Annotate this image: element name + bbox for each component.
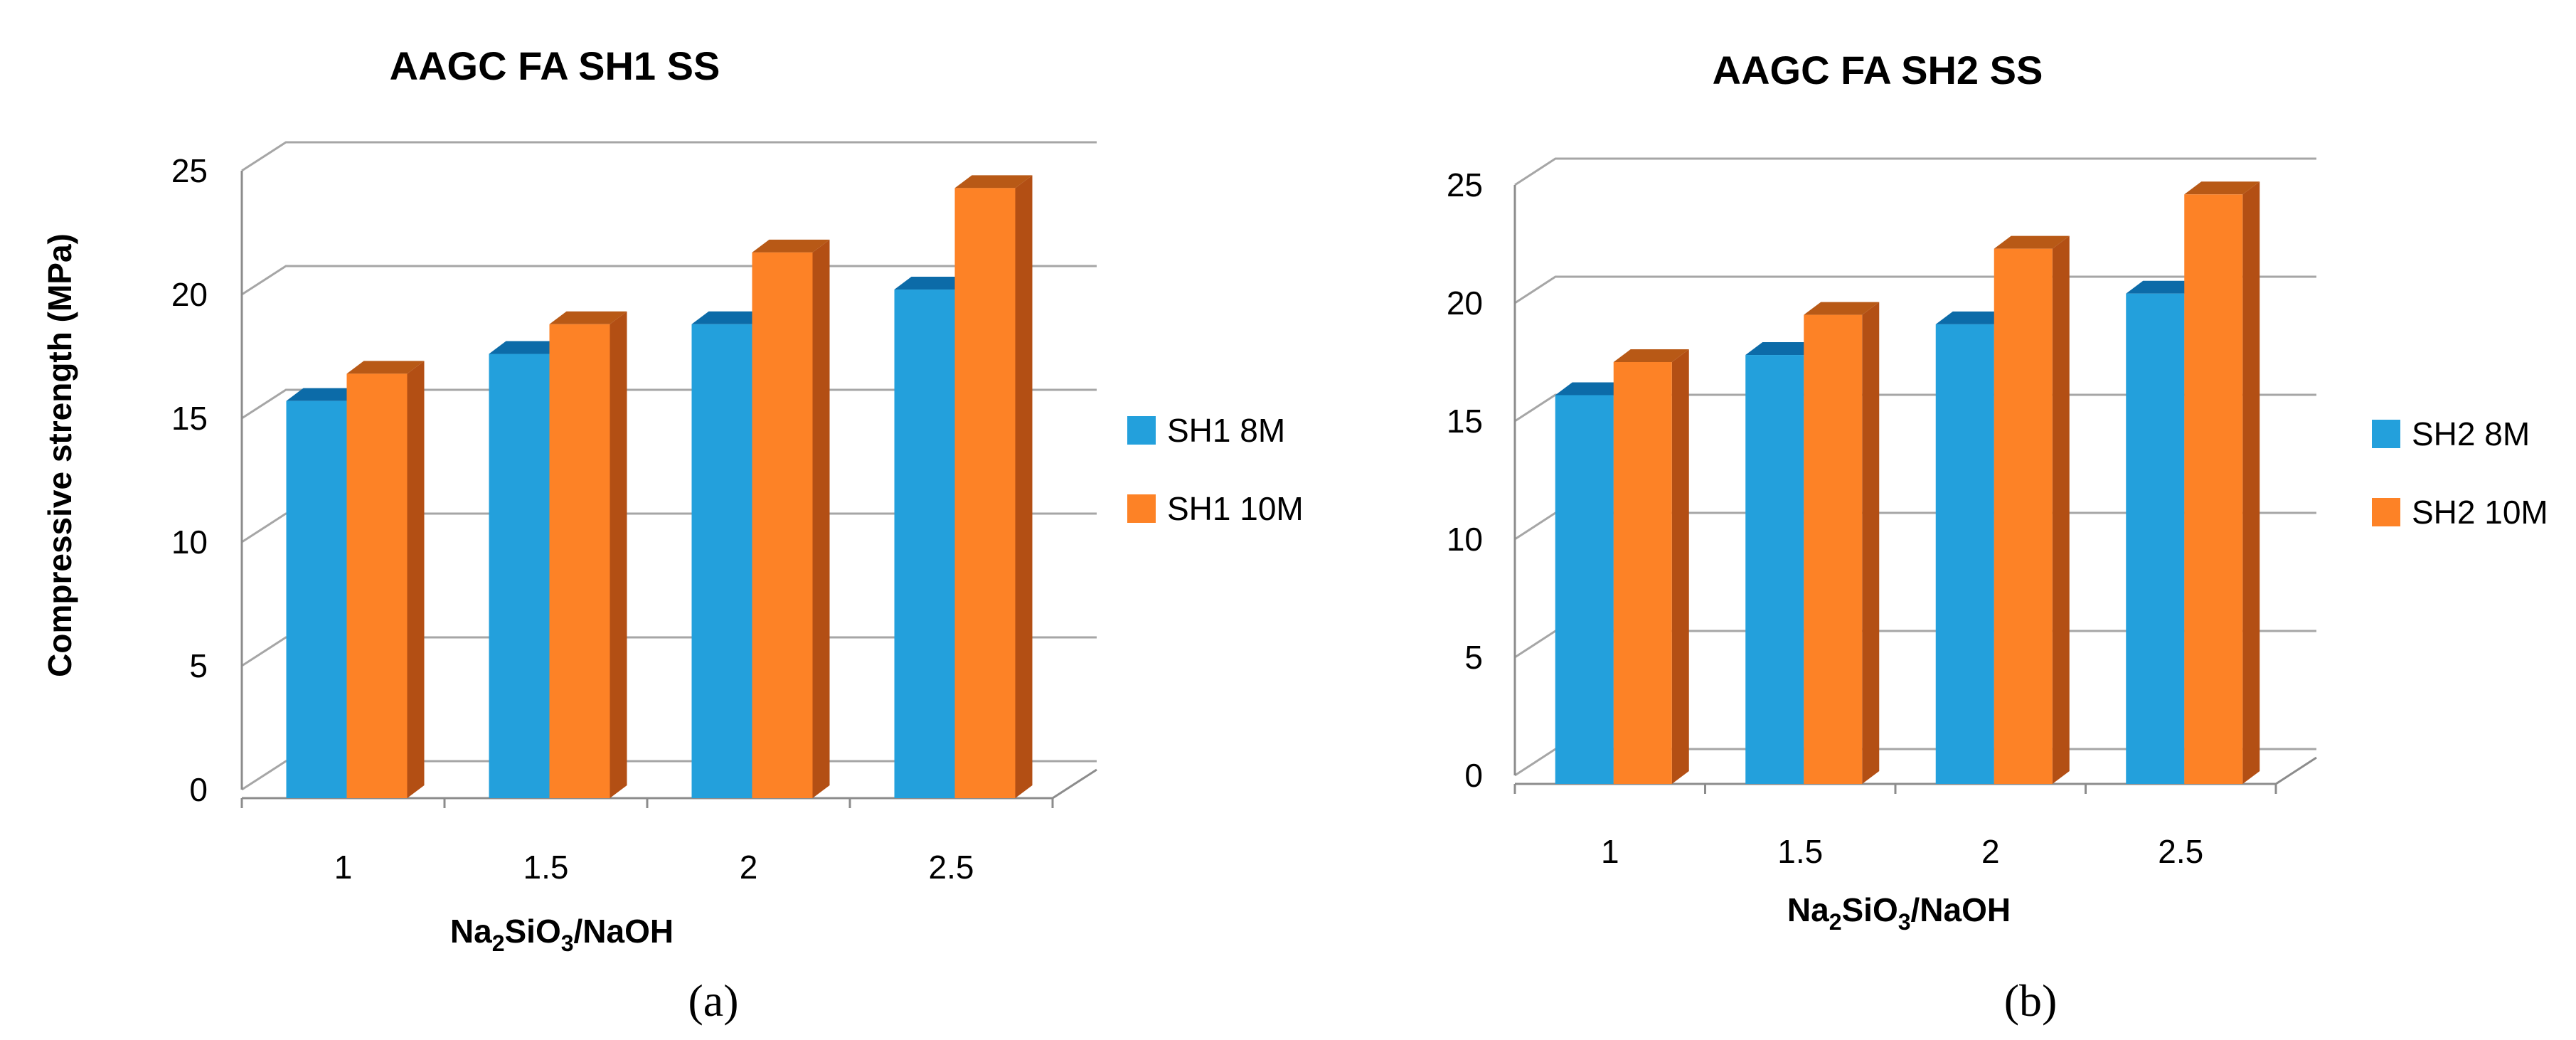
x-axis-label-subscript: 3 <box>561 930 574 956</box>
x-tick-label: 2.5 <box>2158 833 2203 870</box>
x-tick-label: 2.5 <box>929 849 974 886</box>
legend-swatch <box>1127 494 1156 523</box>
x-axis-label-subscript: 2 <box>492 930 505 956</box>
bar-sh2-8m-2-top <box>1935 311 2011 324</box>
x-tick-label: 2 <box>1981 833 2000 870</box>
x-axis-label-part: /NaOH <box>574 913 674 950</box>
bar-sh1-10m-1-side <box>407 361 425 798</box>
y-tick-label: 10 <box>1447 521 1483 558</box>
gridline <box>1514 157 2316 186</box>
bar-sh2-8m-1-top <box>1555 382 1631 396</box>
y-tick-label: 5 <box>1464 639 1483 676</box>
gridline <box>241 141 1097 172</box>
bar-sh1-8m-2 <box>691 324 752 798</box>
bar-sh1-10m-1_5-top <box>549 311 627 324</box>
bar-sh2-8m-2 <box>1935 324 1994 784</box>
x-axis-label-part: /NaOH <box>1911 891 2011 928</box>
bar-sh1-8m-2_5 <box>894 290 955 798</box>
bar-sh2-8m-2_5-top <box>2126 280 2202 294</box>
bar-sh2-8m-1_5-top <box>1745 342 1821 356</box>
x-axis-label-part: SiO <box>1841 891 1898 928</box>
x-axis-label: Na2SiO3/NaOH <box>450 913 674 956</box>
x-tick-label: 1.5 <box>1777 833 1823 870</box>
chart-title: AAGC FA SH1 SS <box>390 43 720 88</box>
x-axis-label: Na2SiO3/NaOH <box>1787 891 2011 935</box>
bar-sh1-8m-1_5-top <box>489 341 567 354</box>
y-tick-label: 15 <box>1447 403 1483 440</box>
bar-sh2-8m-1_5 <box>1745 355 1804 784</box>
bar-sh2-10m-2-side <box>2052 235 2070 784</box>
bar-sh1-8m-2_5-top <box>894 277 972 290</box>
panel-label: (a) <box>688 975 738 1026</box>
bar-sh1-8m-1_5 <box>489 354 550 798</box>
x-axis-label-subscript: 3 <box>1898 909 1911 935</box>
y-axis-label: Compressive strength (MPa) <box>41 233 78 677</box>
bar-sh2-8m-2_5 <box>2126 293 2185 785</box>
x-tick-label: 1 <box>1601 833 1619 870</box>
y-tick-label: 25 <box>171 152 208 189</box>
bar-sh2-10m-1_5-top <box>1804 302 1880 315</box>
bar-sh1-8m-2-top <box>691 311 770 324</box>
bar-sh1-8m-1 <box>286 400 347 798</box>
x-axis-label-part: SiO <box>504 913 560 950</box>
bar-sh1-10m-1-top <box>346 361 425 374</box>
x-axis-label-part: Na <box>450 913 492 950</box>
chart-title: AAGC FA SH2 SS <box>1713 48 2043 92</box>
bar-sh2-10m-2_5 <box>2184 194 2243 784</box>
bar-sh2-10m-2_5-side <box>2242 181 2260 784</box>
bar-sh2-10m-1-side <box>1671 349 1689 784</box>
bar-sh1-10m-2-side <box>812 239 830 799</box>
bar-sh2-10m-1_5 <box>1804 314 1863 785</box>
legend-label: SH2 8M <box>2412 415 2530 452</box>
bar-sh1-10m-1 <box>346 373 408 798</box>
bar-sh2-10m-1-top <box>1613 349 1689 362</box>
legend-label: SH2 10M <box>2412 494 2548 531</box>
y-tick-label: 15 <box>171 400 208 437</box>
x-tick-label: 1.5 <box>523 849 569 886</box>
y-tick-label: 20 <box>1447 285 1483 322</box>
y-tick-label: 25 <box>1447 166 1483 203</box>
panel-label: (b) <box>2004 975 2058 1026</box>
legend-label: SH1 8M <box>1167 412 1285 449</box>
bar-sh1-8m-1-top <box>286 388 364 401</box>
legend-swatch <box>2372 420 2400 448</box>
bar-sh2-10m-1 <box>1613 362 1672 784</box>
legend-label: SH1 10M <box>1167 490 1304 527</box>
y-tick-label: 10 <box>171 524 208 561</box>
y-tick-label: 20 <box>171 276 208 313</box>
bar-sh2-8m-1 <box>1555 395 1614 784</box>
y-tick-label: 5 <box>189 647 208 684</box>
bar-sh1-10m-1_5 <box>549 324 610 798</box>
bar-sh1-10m-1_5-side <box>610 311 627 798</box>
bar-sh2-10m-2 <box>1994 248 2053 784</box>
y-tick-label: 0 <box>189 771 208 808</box>
bar-sh1-10m-2_5-side <box>1015 175 1033 799</box>
bar-sh2-10m-2_5-top <box>2184 181 2260 195</box>
legend-swatch <box>1127 416 1156 445</box>
bar-sh1-10m-2_5 <box>954 188 1016 798</box>
x-tick-label: 1 <box>334 849 353 886</box>
bar-sh1-10m-2_5-top <box>954 175 1033 189</box>
bar-sh1-10m-2-top <box>752 239 830 253</box>
x-tick-label: 2 <box>740 849 758 886</box>
y-tick-label: 0 <box>1464 757 1483 794</box>
x-axis-label-subscript: 2 <box>1829 909 1842 935</box>
legend-swatch <box>2372 498 2400 526</box>
bar-sh1-10m-2 <box>752 252 813 799</box>
bar-sh2-10m-2-top <box>1994 235 2070 249</box>
x-axis-label-part: Na <box>1787 891 1829 928</box>
bar-sh2-10m-1_5-side <box>1862 302 1880 785</box>
